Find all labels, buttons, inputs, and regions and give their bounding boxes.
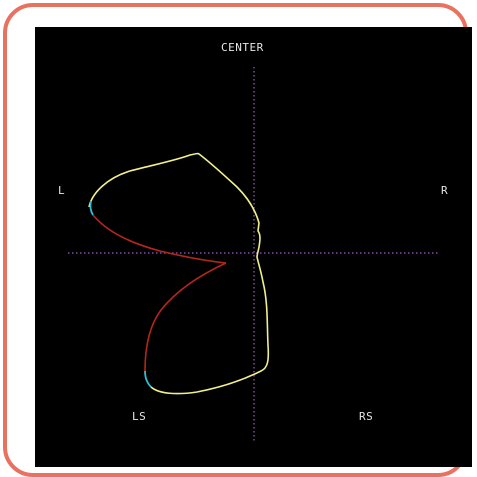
channel-label-right-surround: RS — [359, 410, 374, 423]
channel-label-center: CENTER — [221, 41, 264, 54]
channel-label-left: L — [58, 184, 66, 197]
channel-label-right: R — [441, 184, 449, 197]
trace-upper-red — [92, 214, 227, 264]
trace-lower-cyan — [144, 370, 152, 388]
trace-lower-lobe — [150, 256, 270, 395]
channel-label-left-surround: LS — [132, 410, 147, 423]
trace-lower-red — [144, 262, 227, 372]
trace-upper-lobe — [88, 152, 261, 258]
trace-upper-cyan — [89, 200, 94, 216]
surround-sound-scope: CENTER L R LS RS — [35, 27, 472, 467]
scope-graph — [68, 67, 440, 441]
